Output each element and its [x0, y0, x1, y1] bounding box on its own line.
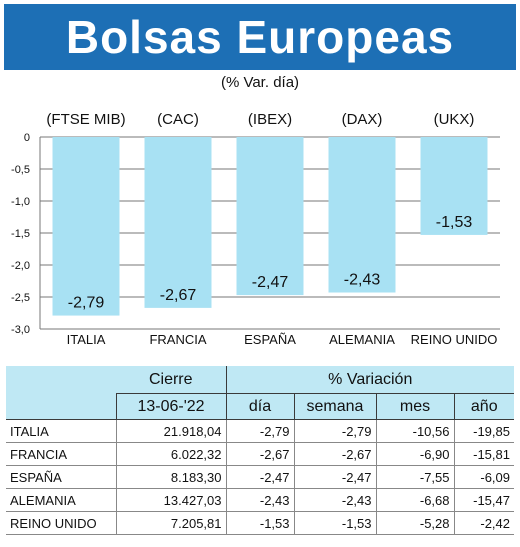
- header-date: 13-06-'22: [115, 393, 226, 420]
- table-row: ITALIA 21.918,04 -2,79 -2,79 -10,56 -19,…: [6, 419, 514, 443]
- table-header-row: Cierre % Variación: [6, 366, 514, 394]
- row-country: FRANCIA: [6, 442, 116, 466]
- y-tick-label: -2,0: [11, 260, 30, 272]
- row-week: -2,47: [293, 465, 376, 489]
- row-day: -2,43: [225, 488, 294, 512]
- y-tick-label: -2,5: [11, 292, 30, 304]
- header-close: Cierre: [116, 366, 226, 394]
- summary-table-container: Cierre % Variación 13-06-'22 día semana …: [6, 366, 514, 535]
- index-label: (FTSE MIB): [46, 111, 125, 128]
- header-month: mes: [375, 393, 454, 420]
- row-month: -6,90: [375, 442, 454, 466]
- row-close: 7.205,81: [115, 511, 226, 535]
- bar: [144, 137, 212, 308]
- index-label: (IBEX): [248, 111, 292, 128]
- index-label: (DAX): [342, 111, 383, 128]
- index-label: (CAC): [157, 111, 199, 128]
- y-tick-label: -0,5: [11, 164, 30, 176]
- row-month: -7,55: [375, 465, 454, 489]
- row-close: 13.427,03: [115, 488, 226, 512]
- row-close: 8.183,30: [115, 465, 226, 489]
- header-day: día: [225, 393, 294, 420]
- row-week: -2,67: [293, 442, 376, 466]
- chart-title: Bolsas Europeas: [65, 11, 455, 63]
- row-year: -19,85: [453, 419, 514, 443]
- row-country: ALEMANIA: [6, 488, 116, 512]
- bar: [236, 137, 304, 296]
- bar: [52, 137, 120, 316]
- chart-subtitle: (% Var. día): [220, 74, 300, 91]
- table-row: FRANCIA 6.022,32 -2,67 -2,67 -6,90 -15,8…: [6, 442, 514, 466]
- row-week: -2,79: [293, 419, 376, 443]
- data-label: -2,47: [252, 274, 289, 291]
- row-year: -15,81: [453, 442, 514, 466]
- table-row: ALEMANIA 13.427,03 -2,43 -2,43 -6,68 -15…: [6, 488, 514, 512]
- row-month: -10,56: [375, 419, 454, 443]
- x-tick-label: ALEMANIA: [329, 332, 395, 347]
- row-day: -2,67: [225, 442, 294, 466]
- header-blank-cell: [6, 366, 116, 394]
- data-label: -1,53: [436, 214, 473, 231]
- y-tick-label: -1,5: [11, 228, 30, 240]
- bar: [328, 137, 396, 293]
- x-tick-label: FRANCIA: [149, 332, 206, 347]
- row-week: -2,43: [293, 488, 376, 512]
- data-label: -2,79: [68, 295, 105, 312]
- y-tick-label: 0: [24, 132, 30, 144]
- row-day: -2,79: [225, 419, 294, 443]
- x-tick-label: ITALIA: [67, 332, 106, 347]
- row-day: -2,47: [225, 465, 294, 489]
- x-tick-label: ESPAÑA: [244, 332, 296, 347]
- summary-table: Cierre % Variación 13-06-'22 día semana …: [6, 366, 514, 535]
- row-close: 21.918,04: [115, 419, 226, 443]
- table-subheader-row: 13-06-'22 día semana mes año: [6, 393, 514, 420]
- header-week: semana: [293, 393, 376, 420]
- data-label: -2,43: [344, 272, 381, 289]
- row-month: -6,68: [375, 488, 454, 512]
- table-row: ESPAÑA 8.183,30 -2,47 -2,47 -7,55 -6,09: [6, 465, 514, 489]
- x-tick-label: REINO UNIDO: [411, 332, 498, 347]
- index-label: (UKX): [434, 111, 475, 128]
- y-tick-label: -1,0: [11, 196, 30, 208]
- row-week: -1,53: [293, 511, 376, 535]
- bar: [420, 137, 488, 235]
- bar-chart: 0 -0,5 -1,0 -1,5 -2,0 -2,5 -3,0 -2,79 (FTSE MIB)…: [11, 111, 500, 347]
- row-year: -6,09: [453, 465, 514, 489]
- row-year: -2,42: [453, 511, 514, 535]
- title-banner: Bolsas Europeas: [4, 4, 516, 70]
- row-country: ITALIA: [6, 419, 116, 443]
- table-row: REINO UNIDO 7.205,81 -1,53 -1,53 -5,28 -…: [6, 511, 514, 535]
- header-variation: % Variación: [225, 366, 514, 394]
- subheader-blank-cell: [6, 393, 116, 420]
- row-month: -5,28: [375, 511, 454, 535]
- row-country: ESPAÑA: [6, 465, 116, 489]
- row-close: 6.022,32: [115, 442, 226, 466]
- row-year: -15,47: [453, 488, 514, 512]
- header-year: año: [453, 393, 514, 420]
- data-label: -2,67: [160, 287, 197, 304]
- row-country: REINO UNIDO: [6, 511, 116, 535]
- y-tick-label: -3,0: [11, 324, 30, 336]
- row-day: -1,53: [225, 511, 294, 535]
